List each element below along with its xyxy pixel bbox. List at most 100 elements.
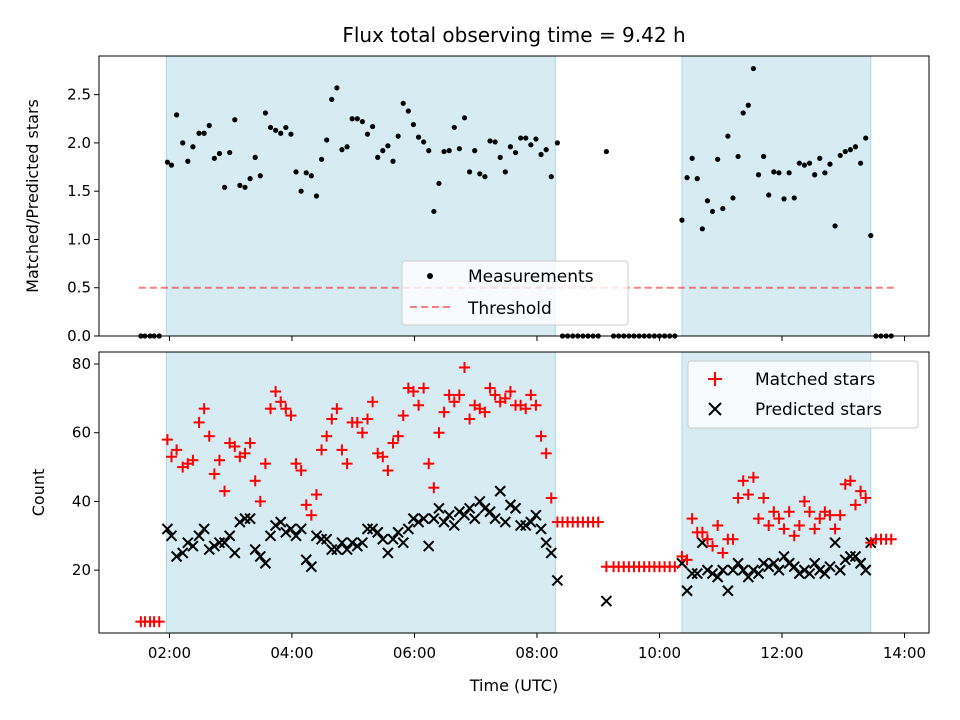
matched-stars-point bbox=[316, 444, 328, 456]
measurement-point bbox=[232, 117, 238, 123]
predicted-stars-point bbox=[428, 512, 440, 525]
count-panel: 20 40 60 80 02:00 04:00 06:00 08:00 10:00 12:00 1… bbox=[29, 351, 930, 695]
measurement-point bbox=[766, 192, 772, 198]
predicted-stars-point bbox=[244, 512, 256, 525]
predicted-stars-point bbox=[742, 571, 755, 583]
matched-stars-point bbox=[834, 509, 846, 521]
x-axis-label: Time (UTC) bbox=[469, 676, 558, 695]
matched-stars-point bbox=[336, 444, 348, 456]
measurement-point bbox=[206, 122, 212, 129]
predicted-stars-point bbox=[300, 554, 312, 566]
predicted-stars-point bbox=[793, 567, 806, 580]
predicted-stars-point bbox=[752, 567, 765, 580]
predicted-stars-point bbox=[361, 523, 374, 535]
predicted-stars-point bbox=[757, 557, 770, 569]
measurement-point bbox=[293, 169, 299, 175]
matched-stars-point bbox=[161, 434, 173, 446]
measurement-point bbox=[242, 184, 248, 190]
measurement-point bbox=[196, 130, 202, 136]
matched-stars-point bbox=[540, 447, 552, 459]
measurement-point bbox=[185, 158, 191, 164]
matched-stars-point bbox=[341, 458, 353, 470]
predicted-stars-point bbox=[341, 543, 353, 556]
measurement-point bbox=[806, 160, 813, 166]
matched-stars-point bbox=[535, 430, 547, 442]
matched-stars-point bbox=[669, 561, 681, 573]
matched-stars-point bbox=[783, 506, 795, 518]
matched-stars-point bbox=[686, 513, 698, 525]
measurement-point bbox=[832, 223, 838, 229]
predicted-stars-point bbox=[234, 516, 246, 528]
top-y-tick-label: 1.0 bbox=[67, 230, 91, 248]
measurement-point bbox=[385, 143, 391, 149]
matched-stars-point bbox=[458, 361, 470, 373]
matched-stars-point bbox=[453, 389, 465, 401]
matched-stars-point bbox=[203, 430, 215, 442]
legend-matched-label: Matched stars bbox=[755, 370, 875, 390]
predicted-stars-point bbox=[193, 530, 205, 542]
predicted-stars-point bbox=[187, 540, 199, 552]
measurement-point bbox=[283, 124, 289, 131]
predicted-stars-point bbox=[264, 530, 277, 542]
measurement-point bbox=[786, 170, 792, 176]
predicted-stars-point bbox=[551, 574, 564, 587]
matched-stars-point bbox=[356, 427, 368, 439]
predicted-stars-point bbox=[859, 564, 872, 576]
predicted-stars-point bbox=[732, 557, 744, 569]
matched-stars-point bbox=[198, 403, 210, 415]
measurement-point bbox=[257, 173, 263, 179]
predicted-stars-point bbox=[854, 557, 867, 569]
matched-stars-point bbox=[885, 533, 897, 545]
predicted-stars-point bbox=[161, 523, 174, 535]
predicted-stars-point bbox=[778, 550, 790, 563]
measurement-point bbox=[725, 133, 731, 139]
predicted-stars-point bbox=[489, 512, 501, 525]
predicted-stars-point bbox=[540, 536, 552, 549]
measurement-point bbox=[456, 146, 462, 152]
matched-stars-point bbox=[742, 489, 754, 501]
predicted-stars-point bbox=[417, 512, 430, 525]
measurement-point bbox=[791, 195, 797, 201]
matched-stars-point bbox=[229, 440, 241, 452]
matched-stars-point bbox=[479, 406, 491, 418]
measurement-point bbox=[523, 135, 529, 141]
predicted-stars-point bbox=[479, 502, 491, 515]
matched-stars-point bbox=[701, 533, 713, 545]
matched-stars-point bbox=[331, 403, 343, 415]
predicted-stars-point bbox=[535, 523, 547, 535]
measurement-point bbox=[689, 155, 695, 161]
measurement-point bbox=[528, 142, 534, 148]
measurement-point bbox=[262, 110, 269, 116]
matched-stars-point bbox=[768, 506, 780, 518]
predicted-stars-point bbox=[509, 502, 522, 515]
predicted-stars-point bbox=[280, 526, 292, 539]
matched-stars-point bbox=[804, 506, 816, 518]
measurement-point bbox=[201, 130, 207, 136]
predicted-stars-point bbox=[530, 509, 542, 521]
measurement-point bbox=[349, 116, 355, 122]
predicted-stars-point bbox=[514, 519, 527, 532]
measurement-point bbox=[730, 195, 736, 201]
predicted-stars-point bbox=[545, 547, 557, 559]
measurement-point bbox=[837, 152, 843, 159]
matched-stars-point bbox=[717, 547, 729, 559]
measurement-point bbox=[502, 169, 508, 175]
matched-stars-point bbox=[484, 382, 496, 394]
predicted-stars-point bbox=[407, 512, 420, 525]
matched-stars-point bbox=[788, 530, 800, 542]
predicted-stars-point bbox=[203, 543, 215, 556]
bottom-x-axis: 02:00 04:00 06:00 08:00 10:00 12:00 14:00 bbox=[148, 633, 926, 662]
predicted-stars-point bbox=[208, 540, 221, 552]
matched-stars-point bbox=[407, 386, 419, 398]
measurement-point bbox=[237, 182, 243, 188]
matched-stars-point bbox=[464, 413, 476, 425]
predicted-stars-point bbox=[711, 571, 724, 583]
matched-stars-point bbox=[681, 554, 693, 566]
predicted-stars-point bbox=[499, 516, 512, 528]
matched-stars-point bbox=[208, 468, 220, 480]
matched-stars-point bbox=[219, 485, 231, 497]
predicted-stars-point bbox=[423, 540, 435, 552]
predicted-stars-point bbox=[377, 533, 389, 545]
predicted-stars-point bbox=[701, 564, 714, 576]
predicted-stars-point bbox=[458, 509, 471, 521]
